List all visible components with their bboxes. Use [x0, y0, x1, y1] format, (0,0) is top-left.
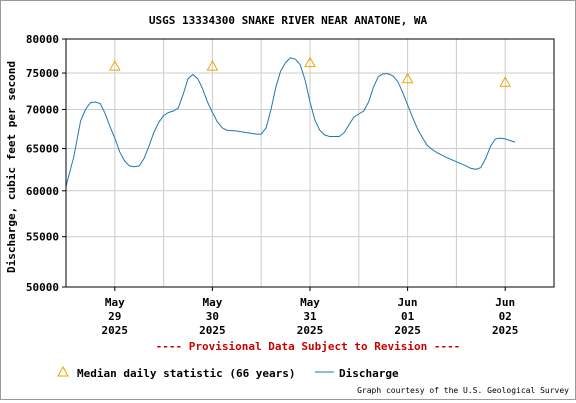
x-tick-label: 29	[108, 310, 121, 323]
grid	[66, 38, 554, 288]
x-tick-label: May	[300, 296, 320, 309]
credit-text: Graph courtesy of the U.S. Geological Su…	[357, 386, 569, 395]
median-point	[206, 60, 219, 71]
y-tick-label: 60000	[26, 185, 59, 198]
y-tick-label: 65000	[26, 143, 59, 156]
legend: Median daily statistic (66 years) Discha…	[57, 365, 399, 380]
x-tick-label: May	[202, 296, 222, 309]
x-tick-label: Jun	[398, 296, 418, 309]
x-tick-label: 02	[499, 310, 512, 323]
x-tick-label: 2025	[297, 324, 324, 337]
x-tick-label: 30	[206, 310, 219, 323]
x-tick-label: May	[105, 296, 125, 309]
y-tick-label: 55000	[26, 231, 59, 244]
y-tick-label: 50000	[26, 281, 59, 294]
y-axis-label: Discharge, cubic feet per second	[5, 61, 18, 273]
median-point	[499, 76, 512, 87]
median-point	[108, 60, 121, 71]
x-tick-label: 2025	[394, 324, 421, 337]
y-ticks: 50000 55000 60000 65000 70000 75000 80000	[26, 33, 66, 294]
x-tick-label: 01	[401, 310, 415, 323]
x-ticks: May292025May302025May312025Jun012025Jun0…	[102, 287, 519, 337]
y-tick-label: 75000	[26, 67, 59, 80]
legend-median-marker	[57, 365, 69, 377]
discharge-series	[65, 57, 516, 187]
legend-median-label: Median daily statistic (66 years)	[77, 367, 296, 380]
legend-discharge-label: Discharge	[339, 367, 399, 380]
x-tick-label: 2025	[492, 324, 519, 337]
y-tick-label: 80000	[26, 33, 59, 46]
median-point	[304, 56, 316, 68]
x-tick-label: 2025	[102, 324, 129, 337]
median-point	[401, 72, 414, 84]
x-tick-label: 31	[303, 310, 317, 323]
provisional-notice: ---- Provisional Data Subject to Revisio…	[156, 340, 461, 353]
x-tick-label: 2025	[199, 324, 226, 337]
x-tick-label: Jun	[495, 296, 515, 309]
median-markers	[108, 56, 512, 87]
y-tick-label: 70000	[26, 103, 59, 116]
chart-title: USGS 13334300 SNAKE RIVER NEAR ANATONE, …	[149, 14, 428, 27]
discharge-line	[65, 57, 516, 187]
